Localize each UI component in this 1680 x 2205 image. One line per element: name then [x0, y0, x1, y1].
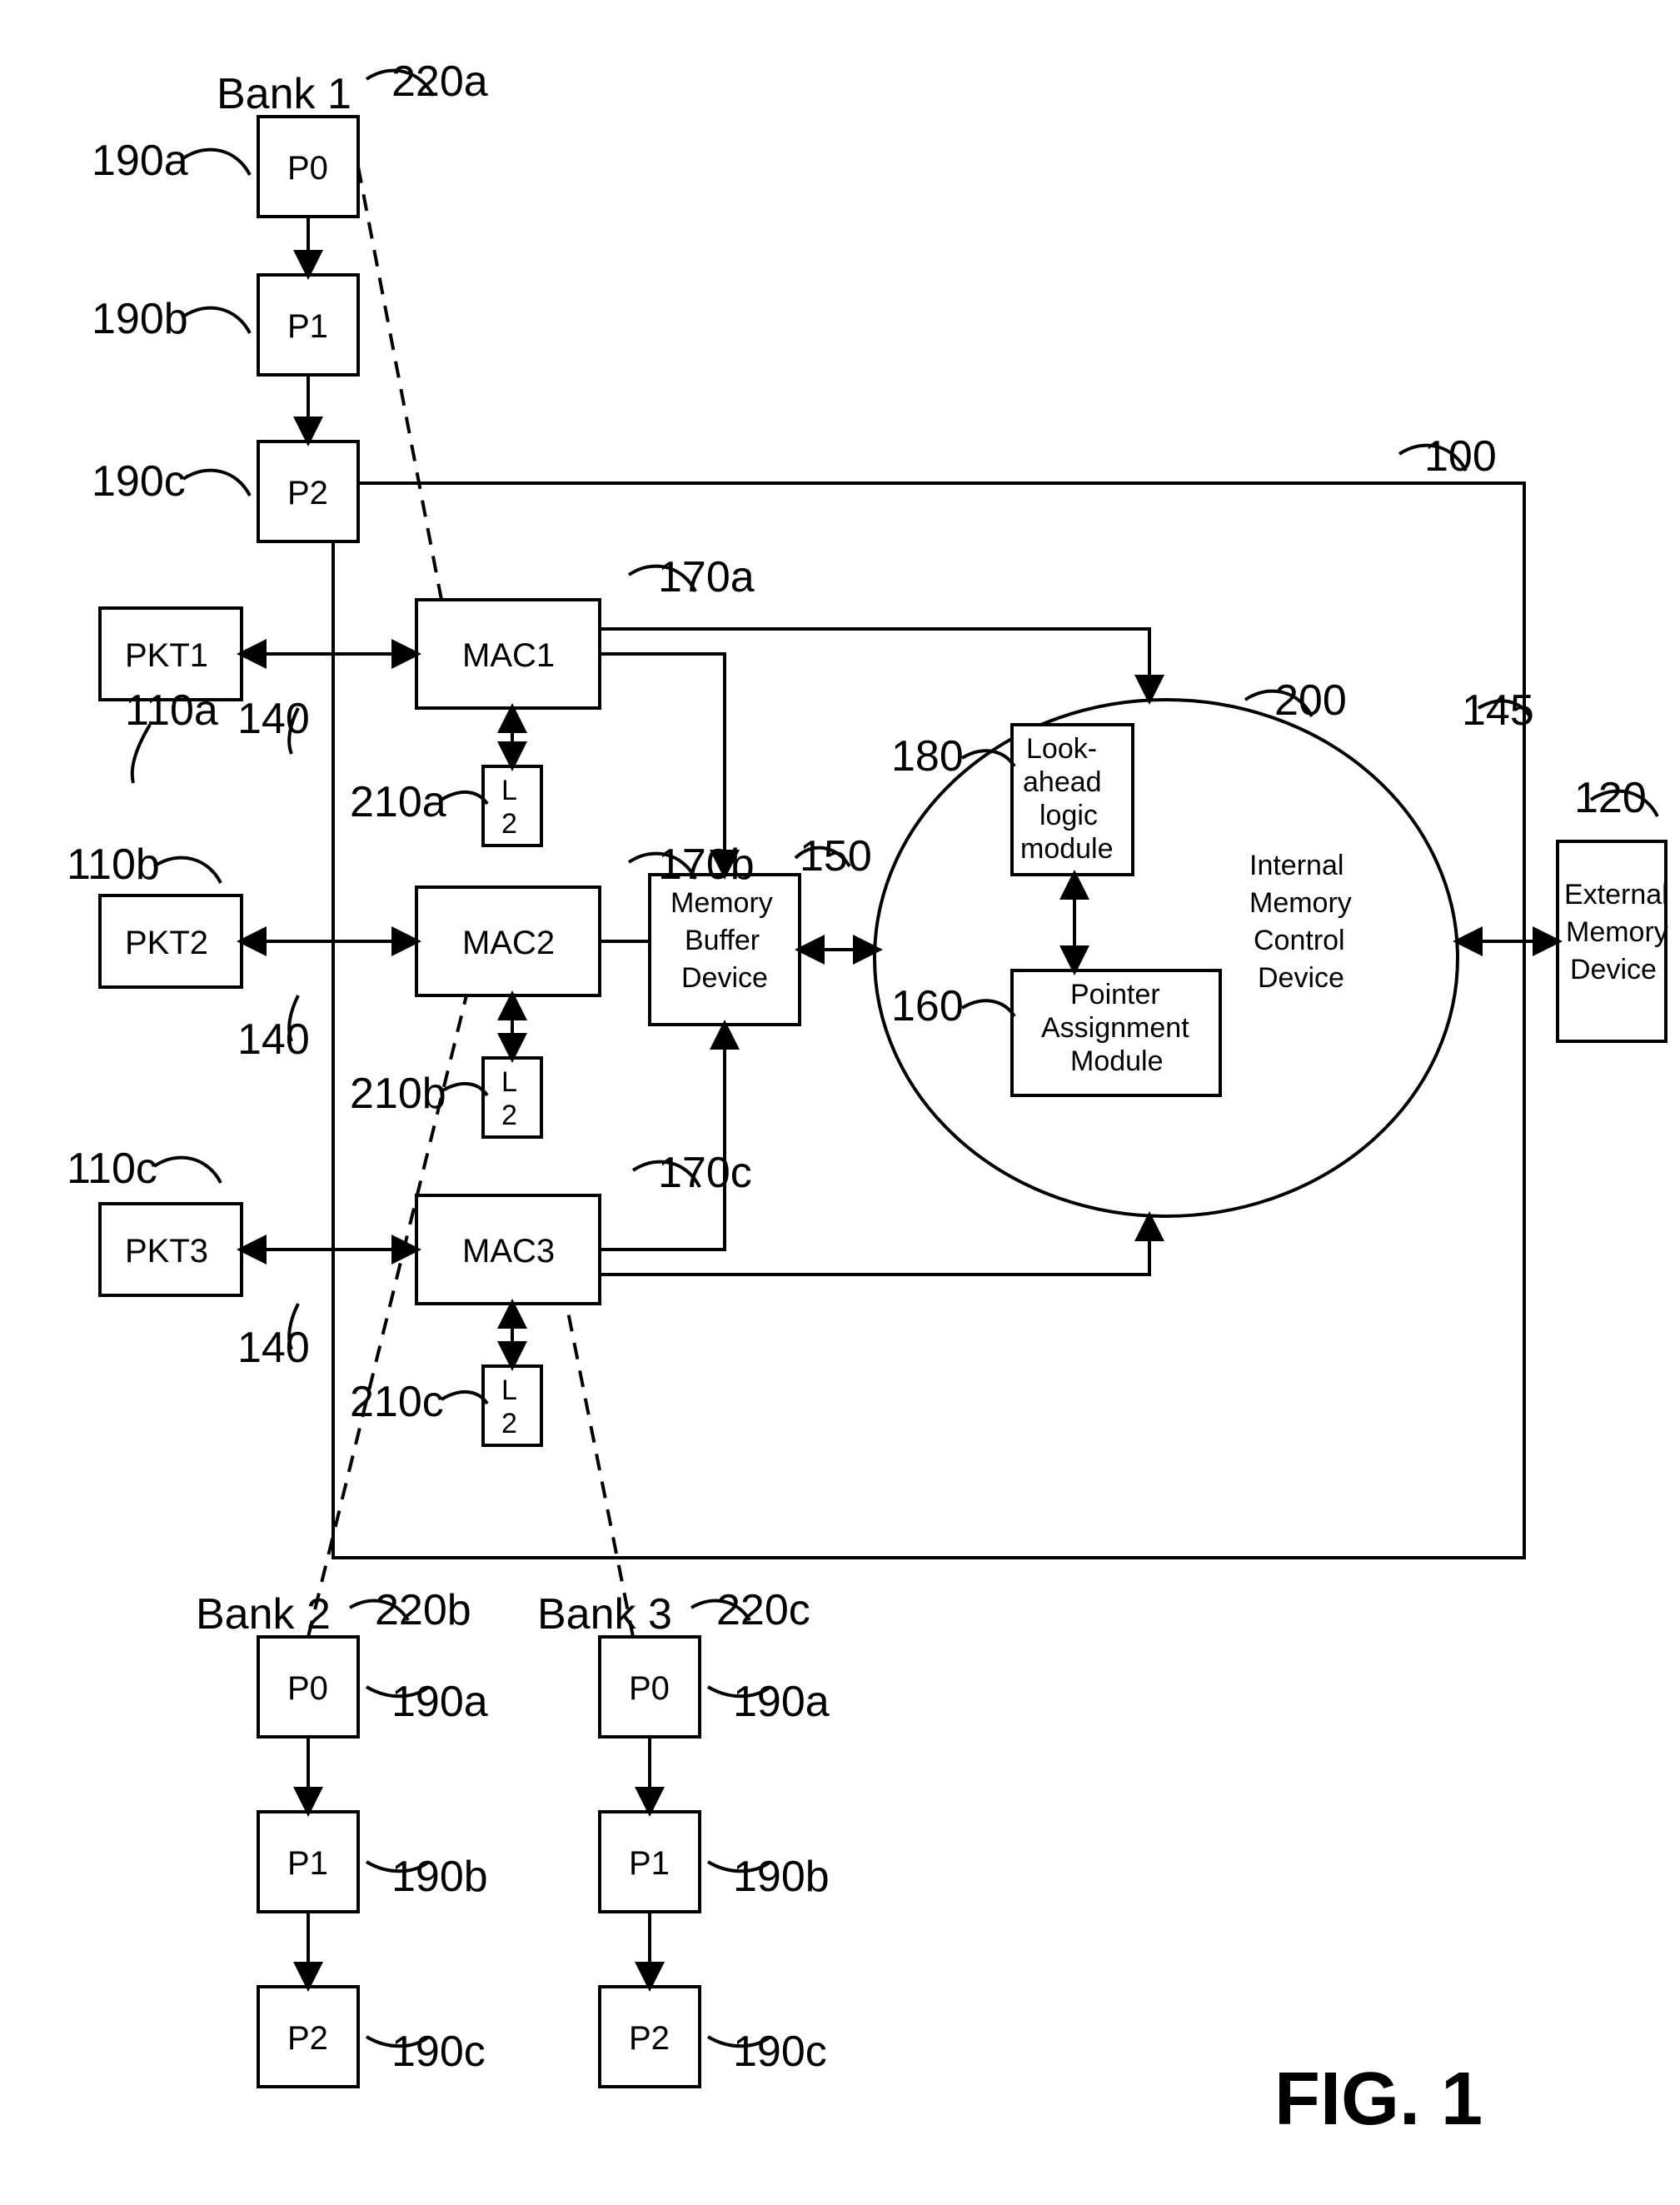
ref-100: 100 — [1424, 432, 1497, 481]
ref-190c-1: 190c — [92, 457, 186, 506]
mac2-label: MAC2 — [462, 925, 555, 961]
membuf-l2: Buffer — [685, 925, 760, 956]
ref-190c-3: 190c — [733, 2028, 827, 2076]
ref-190b-1: 190b — [92, 295, 188, 343]
pointer-l1: Pointer — [1070, 979, 1160, 1010]
bank2-p0-label: P0 — [287, 1670, 328, 1707]
ref-190b-3: 190b — [733, 1853, 830, 1901]
l2c-2: 2 — [501, 1408, 517, 1439]
l2b-L: L — [501, 1066, 517, 1098]
ref-190a-1: 190a — [92, 137, 188, 185]
ref-120: 120 — [1574, 774, 1647, 822]
ext-l3: Device — [1570, 954, 1657, 985]
membuf-l3: Device — [681, 962, 768, 994]
lookahead-l1: Look- — [1026, 733, 1097, 765]
lookahead-l3: logic — [1039, 800, 1098, 831]
ref-220a: 220a — [391, 57, 488, 106]
ref-140-3: 140 — [237, 1324, 310, 1372]
ref-170c: 170c — [658, 1149, 752, 1197]
bank3-title: Bank 3 — [537, 1590, 672, 1639]
ref-145: 145 — [1462, 686, 1534, 735]
pointer-l2: Assignment — [1041, 1012, 1189, 1044]
imc-l1: Internal — [1249, 850, 1344, 881]
bank1-p2-label: P2 — [287, 475, 328, 511]
ref-190c-2: 190c — [391, 2028, 486, 2076]
ref-190a-3: 190a — [733, 1678, 830, 1726]
ext-l2: Memory — [1566, 916, 1668, 948]
l2a-2: 2 — [501, 808, 517, 840]
imc-l4: Device — [1258, 962, 1344, 994]
ref-170a: 170a — [658, 553, 755, 601]
lookahead-l2: ahead — [1023, 766, 1102, 798]
ref-210a: 210a — [350, 778, 446, 826]
ref-110c: 110c — [67, 1145, 157, 1193]
l2b-2: 2 — [501, 1100, 517, 1131]
figure-title: FIG. 1 — [1274, 2058, 1483, 2141]
ref-200: 200 — [1274, 676, 1347, 725]
ref-190a-2: 190a — [391, 1678, 488, 1726]
ref-190b-2: 190b — [391, 1853, 488, 1901]
l2a-L: L — [501, 775, 517, 806]
bank3-p1-label: P1 — [629, 1845, 670, 1882]
mac1-label: MAC1 — [462, 637, 555, 674]
ref-140-1: 140 — [237, 695, 310, 743]
bank3-p0-label: P0 — [629, 1670, 670, 1707]
ref-150: 150 — [800, 832, 872, 881]
imc-l3: Control — [1254, 925, 1345, 956]
bank2-p1-label: P1 — [287, 1845, 328, 1882]
ref-210c: 210c — [350, 1378, 444, 1426]
ref-220c: 220c — [716, 1586, 810, 1634]
bank1-title: Bank 1 — [217, 70, 351, 118]
lookahead-l4: module — [1020, 833, 1114, 865]
ref-180: 180 — [891, 732, 964, 781]
pkt2-label: PKT2 — [125, 925, 208, 961]
pkt3-label: PKT3 — [125, 1233, 208, 1270]
bank2-p2-label: P2 — [287, 2020, 328, 2057]
bank3-p2-label: P2 — [629, 2020, 670, 2057]
membuf-l1: Memory — [671, 887, 773, 919]
bank1-p0-label: P0 — [287, 150, 328, 187]
bank1-p1-label: P1 — [287, 308, 328, 345]
ext-l1: External — [1564, 879, 1668, 910]
ref-170b: 170b — [658, 841, 755, 889]
ref-160: 160 — [891, 982, 964, 1030]
ref-110a: 110a — [125, 686, 218, 735]
diagram-canvas: Internal Memory Control Device Look- ahe… — [0, 0, 1680, 2205]
ref-210b: 210b — [350, 1070, 446, 1118]
ref-110b: 110b — [67, 841, 160, 889]
imc-l2: Memory — [1249, 887, 1352, 919]
pointer-l3: Module — [1070, 1045, 1164, 1077]
mac3-label: MAC3 — [462, 1233, 555, 1270]
l2c-L: L — [501, 1374, 517, 1406]
ref-220b: 220b — [375, 1586, 471, 1634]
pkt1-label: PKT1 — [125, 637, 208, 674]
ref-140-2: 140 — [237, 1015, 310, 1064]
